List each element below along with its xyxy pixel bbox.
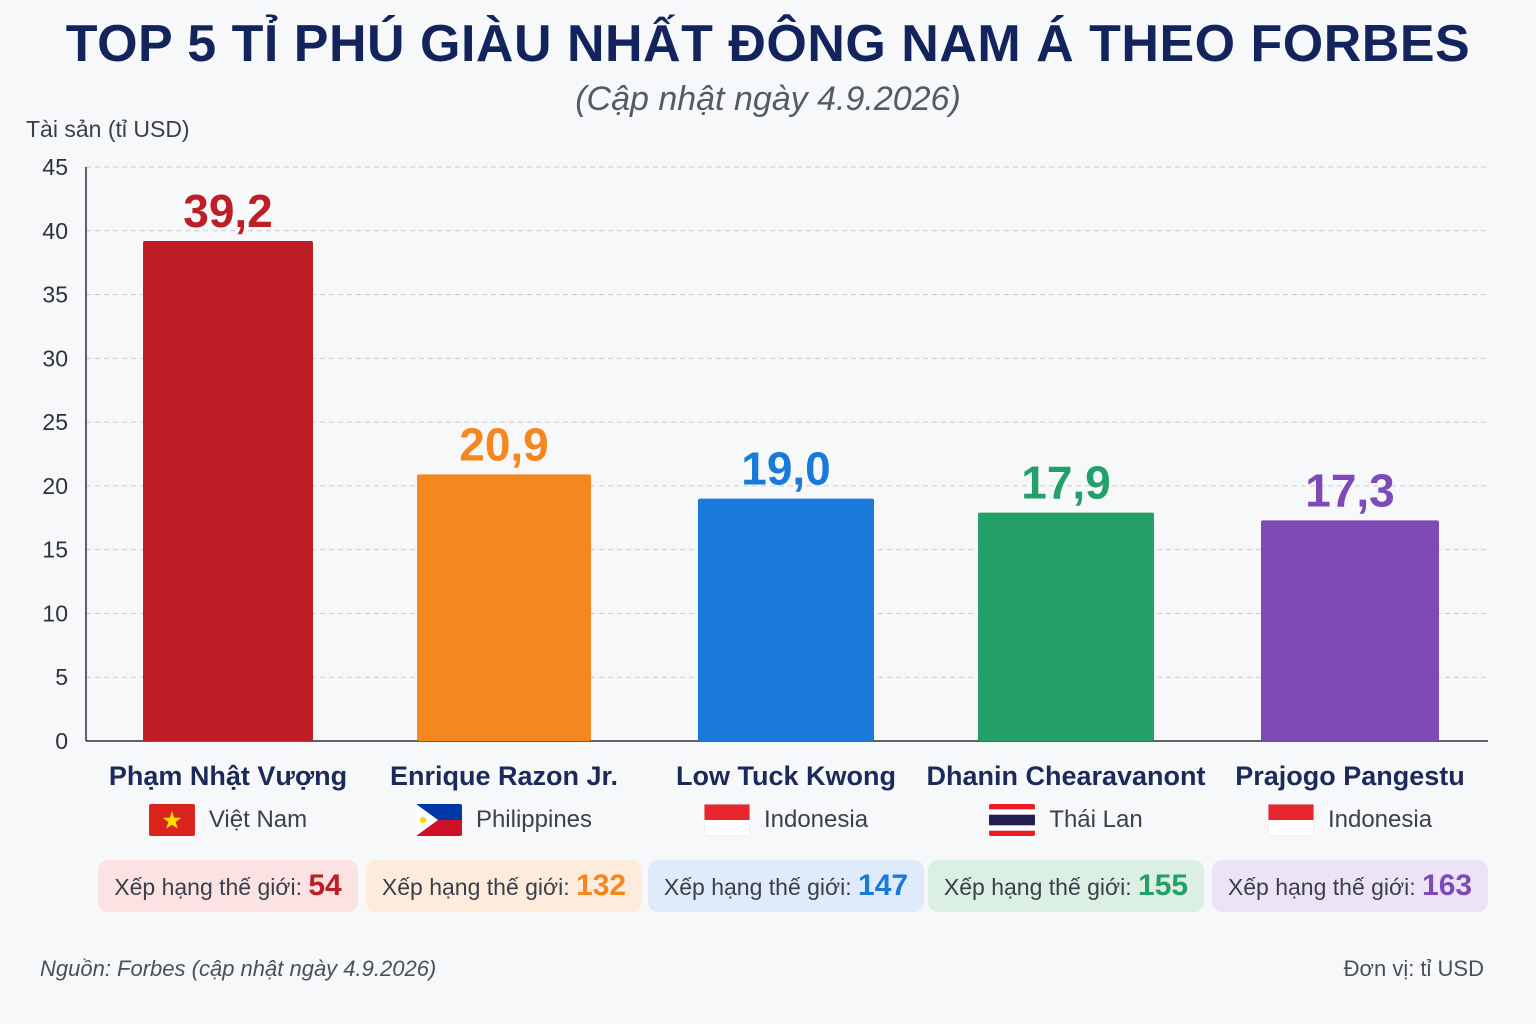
y-tick-label: 35	[42, 282, 68, 308]
country-row: Philippines	[354, 802, 654, 838]
bar	[143, 240, 313, 741]
bar-info-block: Enrique Razon Jr. Philippines Xếp hạng thế…	[354, 756, 654, 912]
y-tick-label: 15	[42, 537, 68, 563]
world-rank-badge: Xếp hạng thế giới: 132	[365, 860, 643, 912]
y-tick-label: 30	[42, 345, 68, 371]
chart-title: TOP 5 TỈ PHÚ GIÀU NHẤT ĐÔNG NAM Á THEO F…	[65, 15, 1471, 73]
bar-chart: 0 5 10 15 20 25 30 35 40 45 39,2 20,9 19,0 17,9 17,3	[42, 154, 1488, 754]
y-tick-label: 25	[42, 409, 68, 435]
bar	[978, 512, 1154, 741]
world-rank-label: Xếp hạng thế giới:	[114, 874, 309, 900]
world-rank-number: 147	[858, 869, 909, 902]
data-label: 39,2	[183, 185, 273, 237]
data-label: 20,9	[459, 418, 549, 470]
country-row: Việt Nam	[78, 802, 378, 838]
world-rank-badge: Xếp hạng thế giới: 155	[927, 860, 1205, 912]
bar-info-block: Prajogo Pangestu Indonesia Xếp hạng thế gi…	[1200, 756, 1500, 912]
world-rank-badge: Xếp hạng thế giới: 163	[1211, 860, 1489, 912]
y-tick-label: 5	[55, 664, 68, 690]
bar-info-block: Low Tuck Kwong Indonesia Xếp hạng thế giới…	[636, 756, 936, 912]
bar-info-block: Phạm Nhật Vượng Việt Nam Xếp hạng thế giới…	[78, 756, 378, 912]
world-rank-badge: Xếp hạng thế giới: 147	[647, 860, 925, 912]
country-name: Việt Nam	[208, 806, 308, 833]
unit-note: Đơn vị: tỉ USD	[1343, 956, 1484, 981]
chart-subtitle: (Cập nhật ngày 4.9.2026)	[575, 80, 961, 118]
world-rank-label: Xếp hạng thế giới:	[663, 874, 859, 900]
world-rank-badge: Xếp hạng thế giới: 54	[98, 860, 358, 912]
world-rank-number: 163	[1422, 869, 1473, 902]
x-tick-label: Prajogo Pangestu	[1235, 761, 1465, 791]
world-rank-number: 155	[1138, 869, 1189, 902]
thailand-flag-icon	[989, 804, 1036, 836]
data-label: 17,9	[1021, 457, 1111, 509]
x-tick-label: Low Tuck Kwong	[676, 761, 896, 791]
bar	[1261, 520, 1439, 741]
country-row: Indonesia	[636, 802, 936, 838]
x-tick-label: Dhanin Chearavanont	[926, 761, 1206, 791]
source-note: Nguồn: Forbes (cập nhật ngày 4.9.2026)	[40, 956, 437, 981]
world-rank-label: Xếp hạng thế giới:	[1227, 874, 1423, 900]
indonesia-flag-icon	[703, 804, 750, 836]
world-rank-label: Xếp hạng thế giới:	[943, 874, 1139, 900]
philippines-flag-icon	[415, 804, 462, 836]
y-tick-label: 20	[42, 473, 68, 499]
y-tick-label: 0	[55, 728, 68, 754]
country-name: Thái Lan	[1049, 806, 1143, 833]
y-tick-label: 10	[42, 600, 68, 626]
x-tick-label: Enrique Razon Jr.	[389, 761, 619, 791]
data-label: 19,0	[741, 443, 831, 495]
y-axis-label: Tài sản (tỉ USD)	[26, 116, 190, 142]
indonesia-flag-icon	[1267, 804, 1314, 836]
country-row: Thái Lan	[916, 802, 1216, 838]
x-tick-label: Phạm Nhật Vượng	[108, 761, 348, 791]
world-rank-label: Xếp hạng thế giới:	[381, 874, 577, 900]
world-rank-number: 54	[308, 869, 342, 902]
bar	[698, 498, 874, 741]
bar-info-block: Dhanin Chearavanont Thái Lan Xếp hạng thế …	[916, 756, 1216, 912]
y-tick-label: 40	[42, 218, 68, 244]
country-name: Philippines	[475, 806, 593, 833]
country-name: Indonesia	[1327, 806, 1433, 833]
y-tick-label: 45	[42, 154, 68, 180]
country-row: Indonesia	[1200, 802, 1500, 838]
country-name: Indonesia	[763, 806, 869, 833]
vietnam-flag-icon	[148, 804, 195, 836]
data-label: 17,3	[1305, 464, 1395, 516]
bar	[417, 474, 591, 741]
world-rank-number: 132	[576, 869, 627, 902]
